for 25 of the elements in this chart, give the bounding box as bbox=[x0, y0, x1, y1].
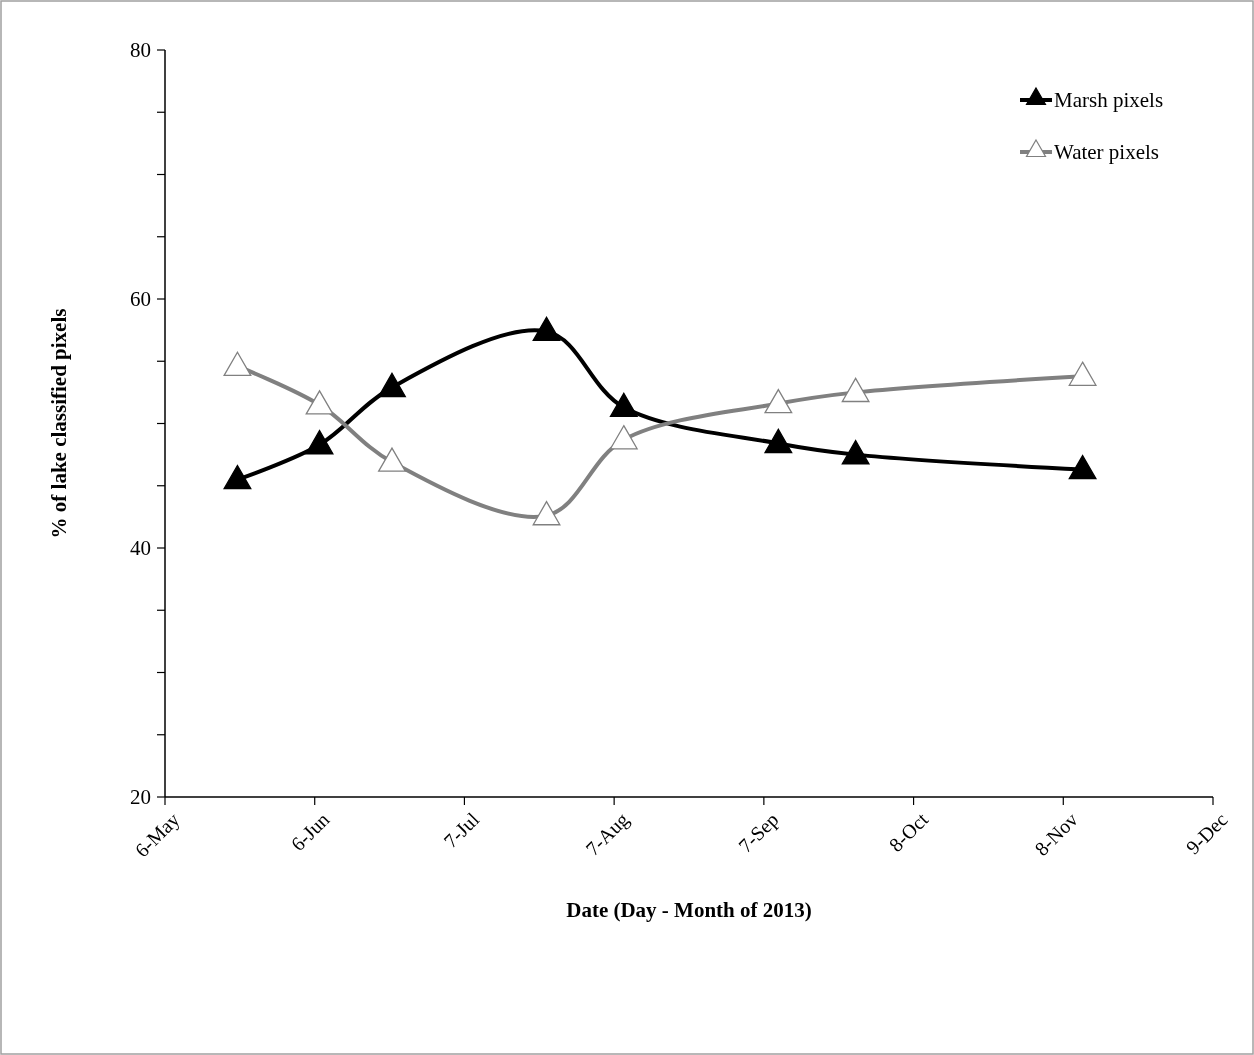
point bbox=[764, 428, 793, 454]
x-tick-label: 6-Jun bbox=[286, 808, 334, 856]
point bbox=[1068, 454, 1097, 480]
point bbox=[532, 500, 561, 526]
point bbox=[1068, 361, 1097, 386]
point bbox=[305, 430, 334, 455]
y-axis-title: % of lake classified pixels bbox=[47, 308, 71, 539]
point bbox=[305, 390, 334, 415]
y-tick-label: 20 bbox=[130, 785, 151, 810]
point bbox=[609, 392, 638, 418]
y-tick-label: 60 bbox=[130, 287, 151, 312]
x-axis-title: Date (Day - Month of 2013) bbox=[566, 898, 812, 922]
point bbox=[609, 425, 638, 450]
y-tick-label: 80 bbox=[130, 38, 151, 63]
y-tick-label: 40 bbox=[130, 536, 151, 561]
point bbox=[223, 464, 252, 490]
point bbox=[223, 351, 252, 376]
point bbox=[378, 447, 406, 472]
point bbox=[378, 372, 406, 398]
point bbox=[841, 439, 870, 465]
point bbox=[764, 388, 793, 414]
point bbox=[841, 377, 870, 403]
point bbox=[532, 316, 561, 342]
legend-label: Marsh pixels bbox=[1054, 88, 1164, 113]
legend-label: Water pixels bbox=[1054, 140, 1160, 165]
